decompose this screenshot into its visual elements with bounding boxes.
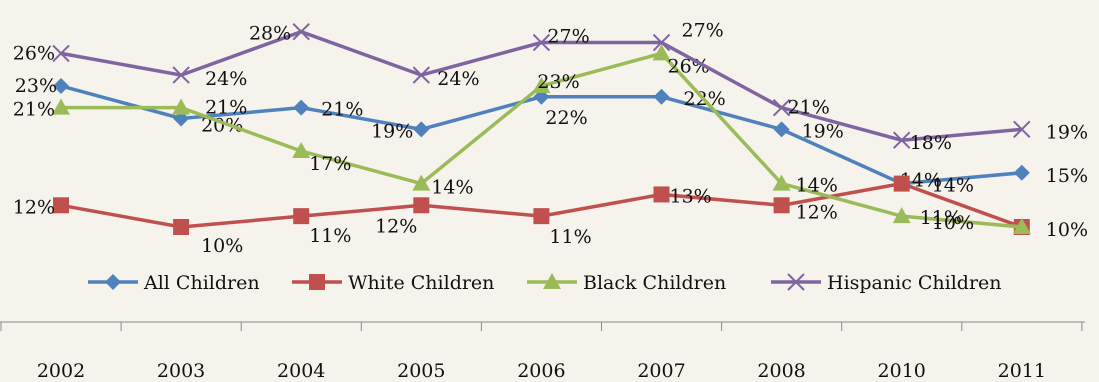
data-label: 15% — [1046, 165, 1088, 187]
data-point — [1013, 120, 1031, 139]
data-label: 21% — [788, 97, 830, 119]
legend-item: White Children — [292, 272, 494, 294]
legend-marker — [105, 274, 121, 290]
data-label: 13% — [670, 185, 712, 207]
data-point — [413, 121, 430, 138]
data-label: 22% — [545, 107, 587, 129]
data-label: 12% — [13, 196, 55, 218]
legend-item: All Children — [88, 272, 260, 294]
data-point — [292, 22, 310, 41]
data-point — [52, 98, 70, 115]
data-label: 23% — [537, 71, 579, 93]
data-label: 21% — [13, 99, 55, 121]
legend-marker — [543, 273, 561, 289]
x-tick-label: 2005 — [397, 360, 445, 382]
data-point — [172, 66, 190, 84]
x-axis: 2002 2003 2004 2005 2006 2007 2008 2010 2011 — [0, 321, 1085, 382]
x-tick-label: 2008 — [757, 360, 805, 382]
data-label: 27% — [682, 20, 724, 42]
data-label: 12% — [796, 201, 838, 223]
legend-label: All Children — [143, 272, 260, 294]
data-label: 10% — [1046, 219, 1088, 241]
legend-item: Hispanic Children — [771, 272, 1002, 294]
data-label: 14% — [796, 175, 838, 197]
data-point — [413, 197, 430, 214]
data-label: 26% — [668, 55, 710, 77]
data-point — [293, 99, 310, 116]
data-point — [772, 174, 791, 191]
data-label: 14% — [932, 175, 974, 197]
data-point — [532, 33, 551, 52]
data-point — [412, 66, 431, 84]
x-tick-label: 2004 — [277, 360, 325, 382]
data-point — [773, 197, 790, 214]
legend-marker — [787, 273, 805, 291]
data-point — [412, 174, 431, 191]
data-point — [173, 219, 190, 235]
data-label: 12% — [375, 215, 417, 237]
data-label: 11% — [920, 207, 962, 229]
x-tick-label: 2011 — [998, 360, 1046, 382]
data-label: 10% — [201, 235, 243, 257]
data-label: 27% — [547, 26, 589, 48]
legend-label: White Children — [348, 272, 494, 294]
data-label: 23% — [15, 75, 57, 97]
legend-label: Black Children — [583, 272, 726, 294]
data-label: 10% — [932, 212, 974, 234]
x-tick-label: 2010 — [878, 360, 926, 382]
data-point — [892, 131, 911, 149]
data-label: 24% — [205, 68, 247, 90]
data-point — [652, 44, 671, 61]
series-black-children: 21% 21% 17% 14% 23% 26% 14% 11%10% — [13, 44, 1031, 234]
data-point — [533, 208, 550, 225]
data-label: 11% — [549, 226, 591, 248]
x-tick-label: 2002 — [37, 360, 85, 382]
data-point — [532, 76, 551, 93]
data-label: 11% — [309, 225, 351, 247]
data-point — [1013, 164, 1030, 181]
legend-marker — [309, 274, 325, 290]
data-point — [653, 186, 670, 203]
data-label: 19% — [371, 120, 413, 142]
data-point — [772, 98, 791, 117]
data-label: 19% — [802, 120, 844, 142]
data-point — [773, 121, 790, 138]
series-hispanic-children: 26% 24% 28% 24% 27% 27% 21% 18% 19% — [13, 20, 1088, 155]
data-point — [653, 88, 670, 105]
x-tick-label: 2007 — [637, 360, 685, 382]
data-point — [1012, 218, 1031, 234]
data-label: 17% — [309, 153, 351, 175]
data-label: 28% — [249, 23, 291, 45]
data-point — [293, 208, 310, 225]
x-tick-label: 2006 — [517, 360, 565, 382]
data-label: 24% — [437, 68, 479, 90]
data-point — [53, 197, 69, 214]
data-point — [172, 98, 191, 115]
data-label: 19% — [1046, 121, 1088, 143]
data-label: 21% — [205, 97, 247, 119]
legend-label: Hispanic Children — [827, 272, 1002, 294]
data-point — [893, 175, 910, 192]
data-label: 18% — [910, 132, 952, 154]
x-tick-label: 2003 — [157, 360, 205, 382]
data-label: 26% — [13, 42, 55, 64]
data-label: 14% — [431, 177, 473, 199]
data-point — [652, 33, 671, 52]
data-label: 21% — [321, 99, 363, 121]
legend-item: Black Children — [527, 272, 726, 294]
data-point — [292, 142, 311, 159]
legend: All Children White Children Black Children… — [88, 272, 1002, 294]
data-point — [52, 44, 70, 63]
data-point — [892, 207, 911, 224]
data-point — [53, 77, 69, 94]
